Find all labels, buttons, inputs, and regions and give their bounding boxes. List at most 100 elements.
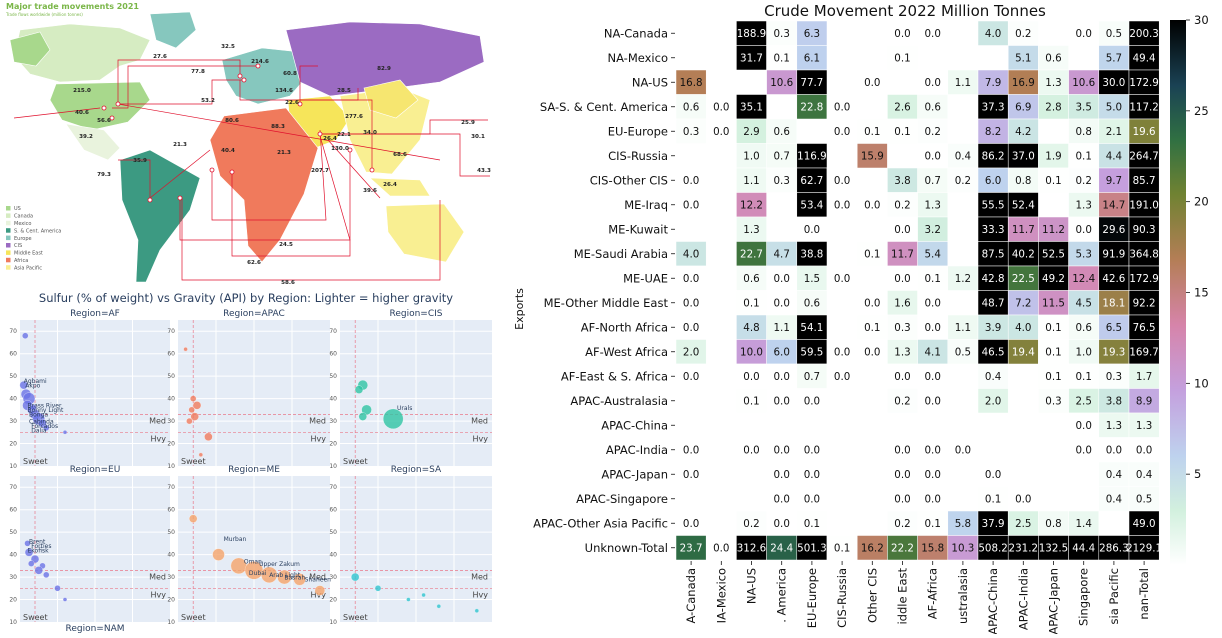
flow-label: 39.2 (79, 134, 93, 140)
cell-value-label: 3.8 (1106, 396, 1122, 408)
scatter-point (261, 566, 278, 583)
heatmap-cell (766, 20, 798, 46)
cell-value-label: 0.1 (1045, 322, 1061, 334)
cell-value-label: 1.2 (955, 273, 971, 285)
column-label: Other CIS (865, 568, 879, 623)
heatmap-cell (1098, 461, 1130, 487)
heatmap-cell (917, 486, 949, 512)
cell-value-label: 0.0 (864, 200, 880, 212)
heatmap-cell (1128, 241, 1160, 267)
heatmap-cell (826, 167, 858, 193)
heatmap-cell (766, 45, 798, 71)
cell-value-label: 86.2 (982, 151, 1005, 163)
cell-value-label: 0.0 (894, 273, 910, 285)
cell-value-label: 364.8 (1129, 249, 1158, 261)
heatmap-cell (977, 118, 1009, 144)
legend-label: Canada (14, 214, 33, 220)
cell-value-label: 87.5 (982, 249, 1005, 261)
cell-value-label: 91.9 (1102, 249, 1125, 261)
cell-value-label: 0.0 (834, 175, 850, 187)
heatmap-cell (1007, 216, 1039, 242)
trade-route-line (117, 59, 241, 104)
cell-value-label: 0.0 (774, 445, 790, 457)
y-tick-label: 70 (167, 484, 175, 491)
heatmap-cell (1128, 486, 1160, 512)
heatmap-cell (1128, 510, 1160, 536)
cell-value-label: 0.8 (1076, 126, 1092, 138)
heatmap-cell (796, 314, 828, 340)
legend-label: US (14, 206, 21, 212)
heatmap-cell (736, 265, 767, 291)
indonesia-region (369, 177, 431, 197)
heatmap-cell (1098, 486, 1130, 512)
cell-value-label: 38.8 (800, 249, 823, 261)
heatmap-cell (736, 314, 767, 340)
hvy-label: Hvy (151, 434, 167, 443)
cell-value-label: 0.0 (894, 469, 910, 481)
legend-swatch (6, 235, 11, 241)
column-label: iddle East (896, 568, 910, 625)
cell-value-label: 0.4 (1106, 469, 1122, 481)
heatmap-cell (917, 461, 949, 487)
scatter-point (183, 347, 188, 352)
scatter-point (188, 406, 195, 413)
cell-value-label: 0.0 (925, 494, 941, 506)
cell-value-label: 76.5 (1133, 322, 1156, 334)
cell-value-label: 11.7 (1012, 224, 1035, 236)
row-label: ME-Kuwait (608, 222, 668, 236)
y-tick-label: 60 (167, 351, 175, 358)
heatmap-cell (1128, 363, 1160, 389)
heatmap-cell (796, 265, 828, 291)
cell-value-label: 3.9 (985, 322, 1001, 334)
heatmap-cell (736, 339, 767, 365)
cell-value-label: 0.1 (925, 518, 941, 530)
scatter-point (212, 548, 225, 561)
flow-label: 80.6 (225, 118, 239, 124)
y-tick-label: 20 (9, 441, 17, 448)
heatmap-cell (1038, 388, 1069, 414)
cell-value-label: 0.3 (894, 322, 910, 334)
point-label: Cabinda (29, 418, 54, 425)
point-label: Dalia (31, 427, 47, 434)
heatmap-cell (675, 167, 707, 193)
crude-movement-heatmap-panel: Crude Movement 2022 Million Tonnes Expor… (500, 0, 1222, 635)
flow-label: 40.4 (221, 148, 235, 154)
cell-value-label: 0.1 (1076, 151, 1092, 163)
map-flow-labels: 32.5 27.6 77.8 214.6 60.8 82.9 215.0 40.6 56.6 39… (73, 44, 491, 286)
y-tick-label: 70 (9, 484, 17, 491)
y-tick-label: 20 (9, 597, 17, 604)
flow-label: 21.3 (173, 142, 187, 148)
heatmap-cell (887, 363, 918, 389)
scatter-point (374, 585, 382, 592)
flow-label: 26.4 (383, 182, 397, 188)
cell-value-label: 0.5 (1106, 28, 1122, 40)
sweet-label: Sweet (23, 457, 48, 466)
trade-route-line (118, 79, 244, 105)
cell-value-label: 15.8 (921, 543, 944, 555)
cell-value-label: 92.2 (1133, 298, 1156, 310)
heatmap-cell (675, 535, 707, 561)
cell-value-label: 1.1 (774, 322, 790, 334)
cell-value-label: 0.1 (925, 273, 941, 285)
cell-value-label: 0.7 (774, 151, 790, 163)
colorbar-tick-label: 15 (1194, 286, 1209, 300)
cell-value-label: 24.4 (770, 543, 793, 555)
scatter-point (192, 401, 202, 410)
cell-value-label: 16.2 (861, 543, 884, 555)
cell-value-label: 0.2 (894, 518, 910, 530)
heatmap-cell (796, 363, 828, 389)
column-label: IA-Mexico (714, 568, 728, 623)
heatmap-cell (766, 167, 798, 193)
cell-value-label: 6.0 (774, 347, 790, 359)
heatmap-cell (856, 535, 888, 561)
cell-value-label: 48.7 (982, 298, 1005, 310)
alaska-region (9, 31, 51, 67)
y-tick-label: 60 (9, 507, 17, 514)
route-node (109, 115, 115, 121)
scatter-point (277, 569, 292, 585)
cell-value-label: 188.9 (737, 28, 766, 40)
heatmap-cell (1128, 20, 1160, 46)
cell-value-label: 0.0 (683, 469, 699, 481)
sweet-label: Sweet (343, 457, 368, 466)
scatter-point (351, 572, 360, 582)
